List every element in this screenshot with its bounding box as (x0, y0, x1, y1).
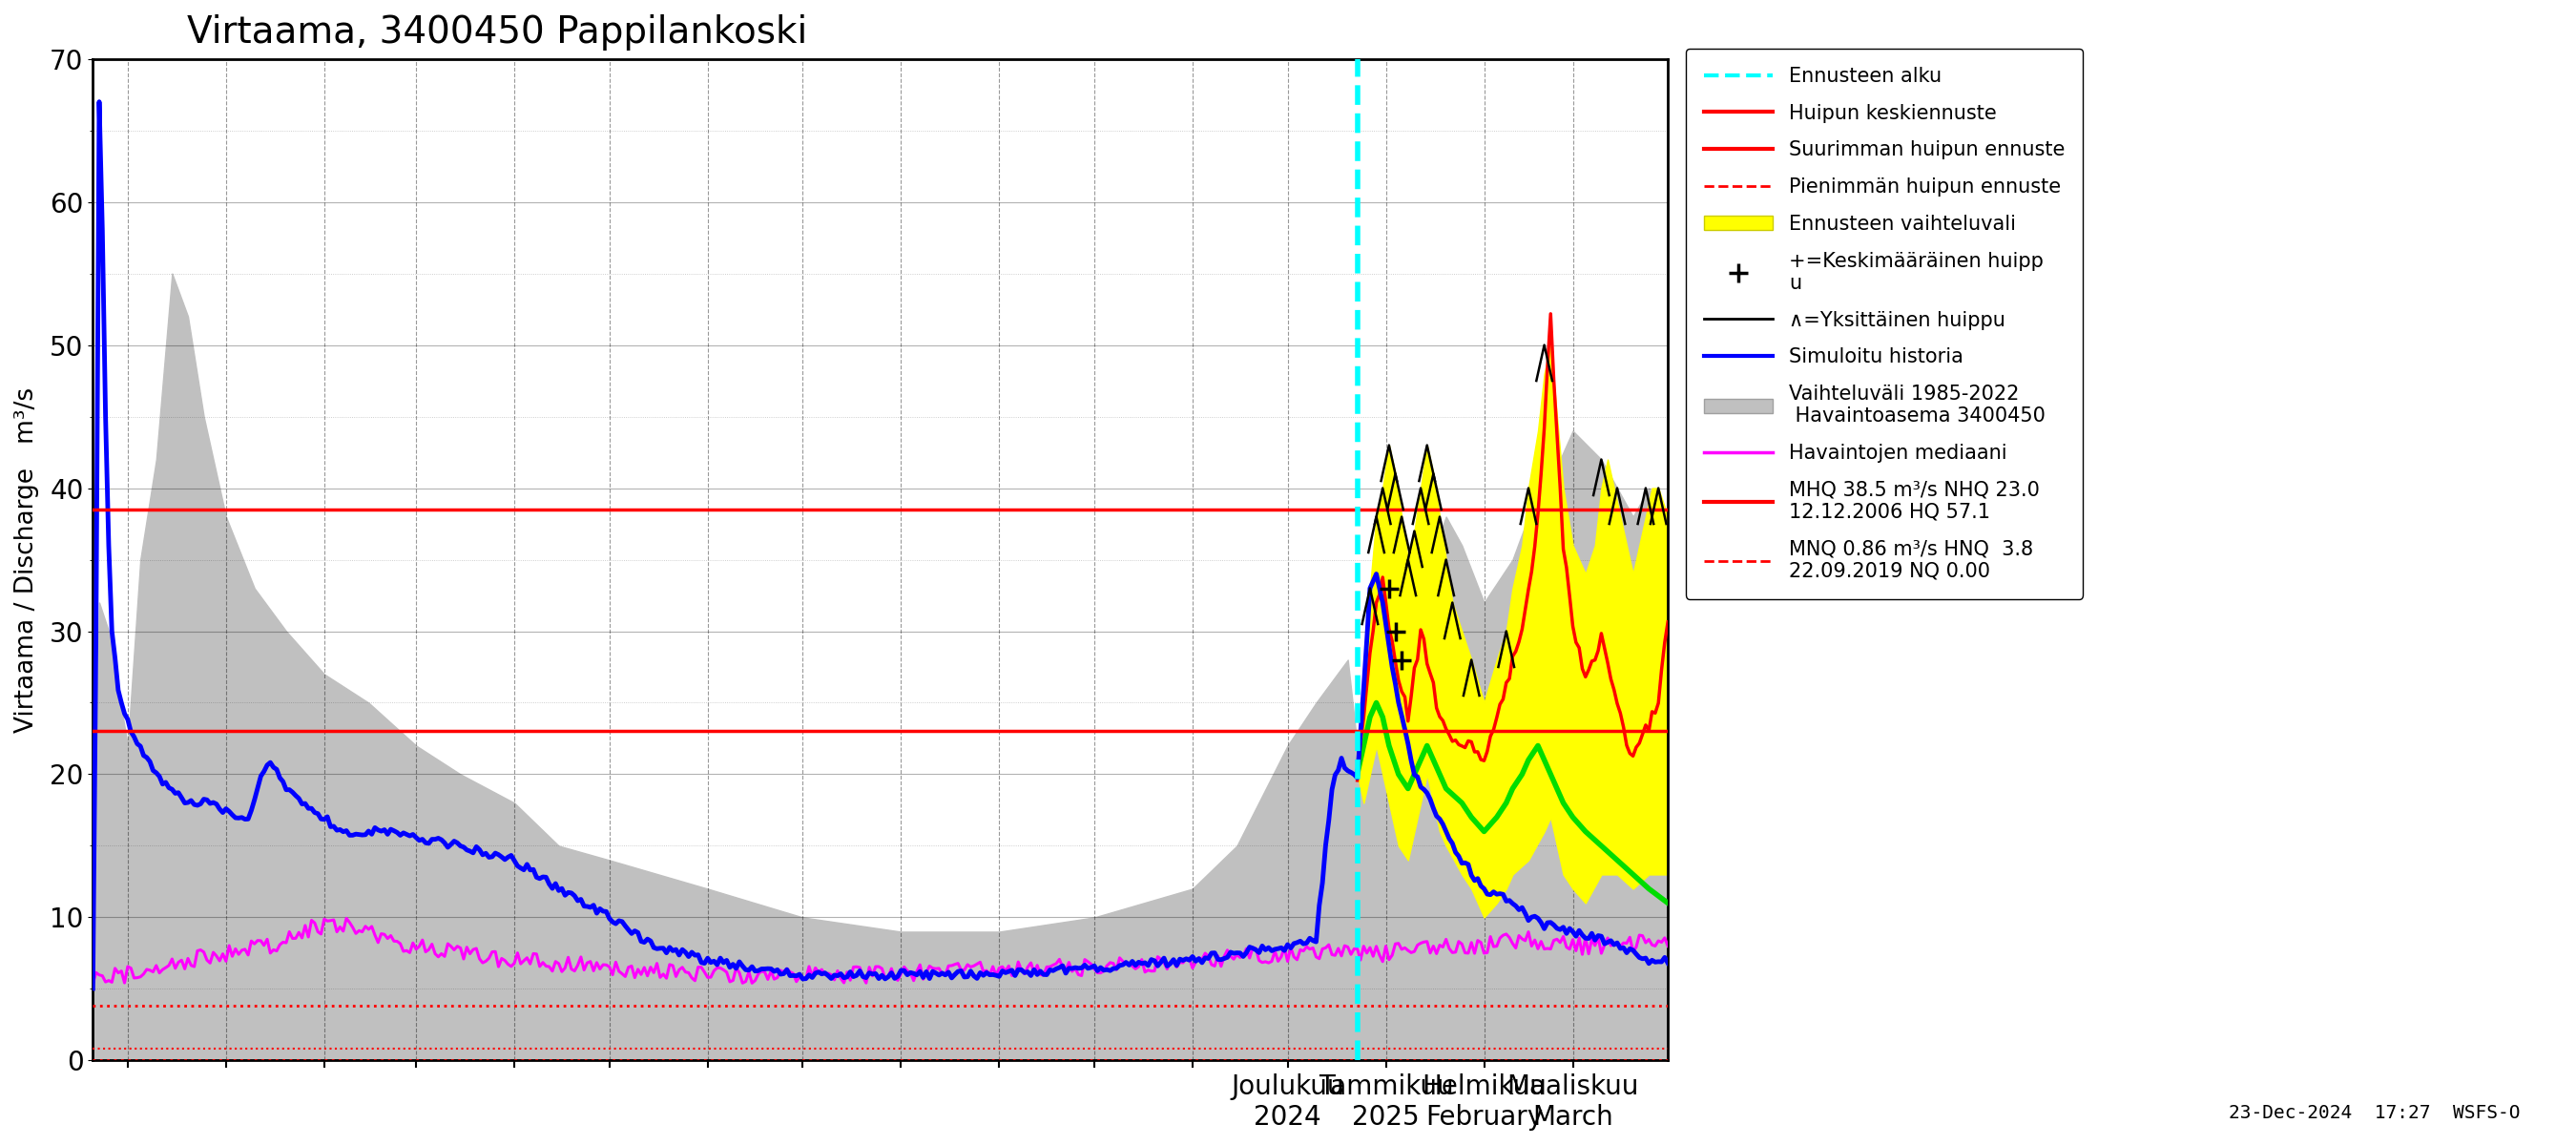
Text: Virtaama, 3400450 Pappilankoski: Virtaama, 3400450 Pappilankoski (188, 14, 809, 50)
Y-axis label: Virtaama / Discharge   m³/s: Virtaama / Discharge m³/s (15, 387, 39, 733)
Legend: Ennusteen alku, Huipun keskiennuste, Suurimman huipun ennuste, Pienimmän huipun : Ennusteen alku, Huipun keskiennuste, Suu… (1685, 49, 2084, 599)
Text: 23-Dec-2024  17:27  WSFS-O: 23-Dec-2024 17:27 WSFS-O (2228, 1104, 2519, 1122)
